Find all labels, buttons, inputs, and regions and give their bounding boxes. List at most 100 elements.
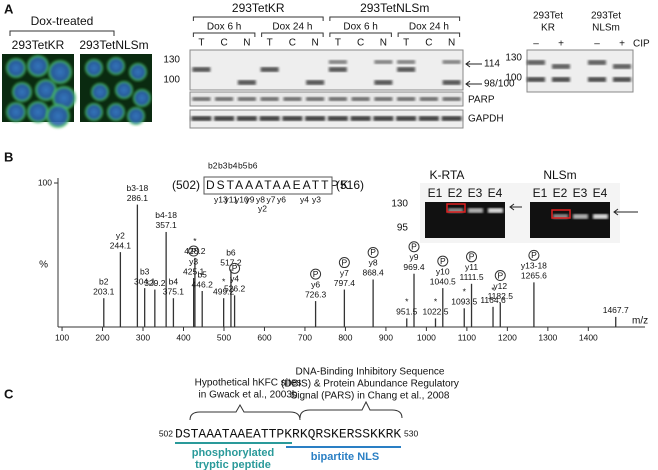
band xyxy=(237,97,256,101)
cell xyxy=(35,79,57,101)
peak-value: 868.4 xyxy=(362,268,384,278)
peptide-sequence: DSTAAATAAEATTPK xyxy=(206,178,350,192)
ion-label: y9 xyxy=(410,252,419,262)
group-label: KR xyxy=(541,23,555,34)
ion-label: y10 xyxy=(436,266,450,276)
peak-value: 357.1 xyxy=(155,220,177,230)
band xyxy=(593,214,608,219)
band xyxy=(527,60,545,65)
group-label: 293Tet xyxy=(533,11,563,22)
x-tick-label: 300 xyxy=(136,332,150,342)
band xyxy=(442,97,461,101)
lane-label: E3 xyxy=(573,186,588,200)
annotation: (DBIS) & Protein Abundance Regulatory xyxy=(281,379,459,390)
peak-value: 517.2 xyxy=(220,258,242,268)
b-ion: b5 xyxy=(238,160,248,170)
band xyxy=(192,97,211,101)
x-tick-label: 400 xyxy=(176,332,190,342)
marker: 100 xyxy=(505,73,522,84)
cell xyxy=(107,57,125,75)
band xyxy=(448,208,463,213)
ion-label: * xyxy=(491,285,495,295)
lane-label: + xyxy=(619,39,625,50)
phospho-mark: P xyxy=(469,252,475,262)
band xyxy=(259,116,280,121)
ion-label: y2 xyxy=(116,230,125,240)
ion-label: * xyxy=(434,297,438,307)
marker: 130 xyxy=(505,53,522,64)
phospho-mark: P xyxy=(497,270,503,280)
annotation: Hypothetical hKFC sites xyxy=(195,378,302,389)
ion-label: b2 xyxy=(99,276,109,286)
ion-label: b4 xyxy=(169,276,179,286)
annotation: Signal (PARS) in Chang et al., 2008 xyxy=(291,391,450,402)
annotation: DNA-Binding Inhibitory Sequence xyxy=(296,367,445,378)
treatment-label: CIP xyxy=(633,39,650,50)
band xyxy=(260,67,279,72)
peptide-label: phosphorylated xyxy=(192,447,275,459)
x-tick-label: 100 xyxy=(55,332,69,342)
lane-label: E2 xyxy=(448,186,463,200)
gel-title: K-RTA xyxy=(430,168,465,182)
western-blot xyxy=(189,49,464,129)
band xyxy=(192,67,211,72)
lane-label: C xyxy=(357,38,364,49)
ion-label: y11 xyxy=(465,262,478,272)
phospho-mark: P xyxy=(232,263,238,273)
marker: 130 xyxy=(163,55,180,66)
band xyxy=(553,214,568,219)
x-axis-label: m/z xyxy=(632,316,648,327)
marker: 95 xyxy=(397,223,409,234)
b-ion: b6 xyxy=(248,160,258,170)
band xyxy=(397,67,416,72)
bracket xyxy=(397,32,461,37)
phospho-mark: P xyxy=(342,257,348,267)
band xyxy=(214,116,235,121)
band xyxy=(328,97,347,101)
ion-label: y7 xyxy=(340,268,349,278)
y-ion: y13 xyxy=(214,194,228,204)
peak-value: 969.4 xyxy=(403,262,425,272)
ion-label: y3 xyxy=(189,256,198,266)
lane-label: T xyxy=(403,38,409,49)
lane-label: C xyxy=(425,38,432,49)
bracket xyxy=(192,16,324,21)
band xyxy=(374,80,393,85)
band xyxy=(419,97,438,101)
peak-value: 1467.7 xyxy=(603,305,629,315)
micrographs xyxy=(2,54,152,128)
lane-label: – xyxy=(594,39,600,50)
x-tick-label: 800 xyxy=(338,332,352,342)
ion-label: b3 xyxy=(140,266,150,276)
peak-value: 499.2 xyxy=(213,286,235,296)
blot-membrane xyxy=(189,49,464,91)
lane-label: E1 xyxy=(428,186,443,200)
band xyxy=(588,77,606,82)
band xyxy=(613,64,631,69)
peptide-start: (502) xyxy=(172,178,200,192)
group-label: 293Tet xyxy=(591,11,621,22)
blot-membrane xyxy=(189,91,464,107)
y-ion: y7 xyxy=(267,194,276,204)
lane-label: T xyxy=(335,38,341,49)
bracket xyxy=(9,30,115,36)
band xyxy=(552,77,570,82)
cell xyxy=(85,59,103,77)
phospho-circle xyxy=(437,255,449,267)
y-axis-label: % xyxy=(39,260,48,271)
ion-label: * xyxy=(405,297,409,307)
band xyxy=(328,60,347,64)
lane-label: C xyxy=(221,38,228,49)
band xyxy=(215,97,234,101)
gel xyxy=(530,202,610,238)
cell xyxy=(129,63,147,81)
sequence-start: 502 xyxy=(159,428,173,438)
cell xyxy=(85,103,103,121)
lane-label: E4 xyxy=(488,186,503,200)
x-tick-label: 700 xyxy=(298,332,312,342)
arrow xyxy=(465,60,482,88)
y-ion: y4 xyxy=(300,194,309,204)
highlight xyxy=(551,209,571,219)
lane-label: C xyxy=(289,38,296,49)
